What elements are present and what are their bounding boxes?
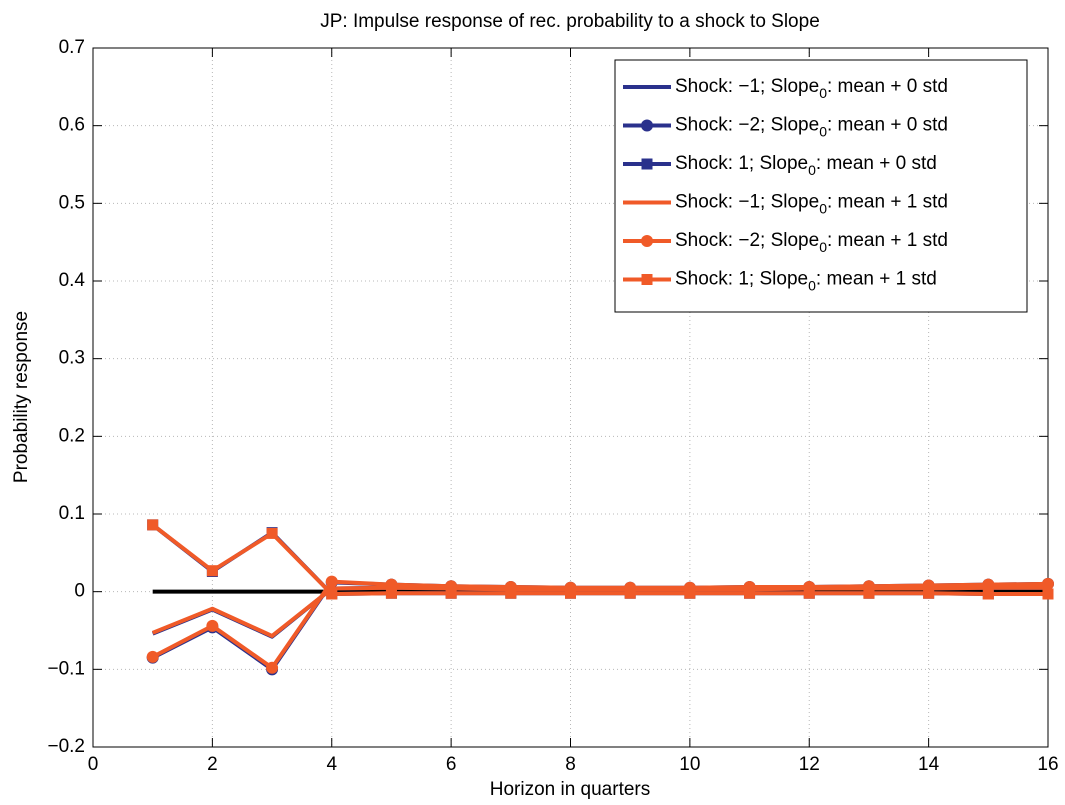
- point-marker: [982, 588, 994, 600]
- x-tick-label: 16: [1037, 754, 1058, 775]
- point-marker: [684, 587, 696, 599]
- point-marker: [505, 587, 517, 599]
- legend-marker: [641, 235, 653, 247]
- y-tick-label: 0.5: [59, 192, 85, 213]
- point-marker: [923, 587, 935, 599]
- y-tick-label: −0.2: [47, 736, 85, 757]
- point-marker: [863, 587, 875, 599]
- chart-title: JP: Impulse response of rec. probability…: [320, 11, 820, 32]
- point-marker: [146, 650, 159, 663]
- legend-label: Shock: −1; Slope0: mean + 1 std: [675, 192, 948, 217]
- x-tick-label: 4: [326, 754, 337, 775]
- y-tick-label: 0.4: [59, 270, 86, 291]
- series-line: [151, 523, 1048, 596]
- y-tick-label: 0.2: [59, 425, 85, 446]
- series-line: [151, 579, 1049, 670]
- point-marker: [206, 565, 218, 577]
- point-marker: [982, 578, 995, 591]
- y-tick-label: 0.6: [59, 115, 85, 136]
- point-marker: [1042, 577, 1054, 590]
- point-marker: [147, 519, 159, 531]
- point-marker: [445, 587, 457, 599]
- legend-box: [614, 59, 1028, 313]
- point-marker: [385, 578, 398, 591]
- y-tick-label: 0.1: [59, 503, 85, 524]
- x-tick-label: 8: [565, 754, 576, 775]
- point-marker: [325, 575, 338, 588]
- legend-label: Shock: 1; Slope0: mean + 1 std: [675, 269, 937, 294]
- point-marker: [266, 527, 278, 539]
- x-tick-label: 14: [918, 754, 940, 775]
- point-marker: [385, 587, 397, 599]
- legend-marker: [641, 158, 653, 170]
- x-tick-label: 12: [799, 754, 820, 775]
- point-marker: [326, 588, 338, 600]
- point-marker: [1042, 588, 1054, 600]
- series-line: [151, 523, 1048, 596]
- legend-marker: [641, 119, 653, 132]
- legend-marker: [641, 274, 653, 285]
- y-tick-label: 0.3: [59, 348, 85, 369]
- point-marker: [803, 587, 815, 599]
- x-tick-label: 6: [446, 754, 457, 775]
- legend-label: Shock: −2; Slope0: mean + 0 std: [675, 115, 948, 140]
- point-marker: [565, 587, 576, 599]
- point-marker: [266, 661, 279, 674]
- x-axis-label: Horizon in quarters: [490, 779, 651, 800]
- legend-label: Shock: −2; Slope0: mean + 1 std: [675, 230, 948, 255]
- x-tick-label: 2: [207, 754, 218, 775]
- y-tick-label: 0: [74, 581, 85, 602]
- point-marker: [624, 587, 636, 599]
- x-tick-label: 0: [88, 754, 99, 775]
- x-tick-label: 10: [679, 754, 700, 775]
- point-marker: [744, 587, 756, 599]
- y-tick-label: 0.7: [59, 37, 85, 58]
- y-axis-label: Probability response: [11, 311, 32, 483]
- y-tick-label: −0.1: [47, 658, 85, 679]
- plot-frame: [92, 47, 1049, 748]
- point-marker: [206, 619, 219, 632]
- legend-label: Shock: 1; Slope0: mean + 0 std: [675, 153, 937, 178]
- legend-label: Shock: −1; Slope0: mean + 0 std: [675, 76, 948, 101]
